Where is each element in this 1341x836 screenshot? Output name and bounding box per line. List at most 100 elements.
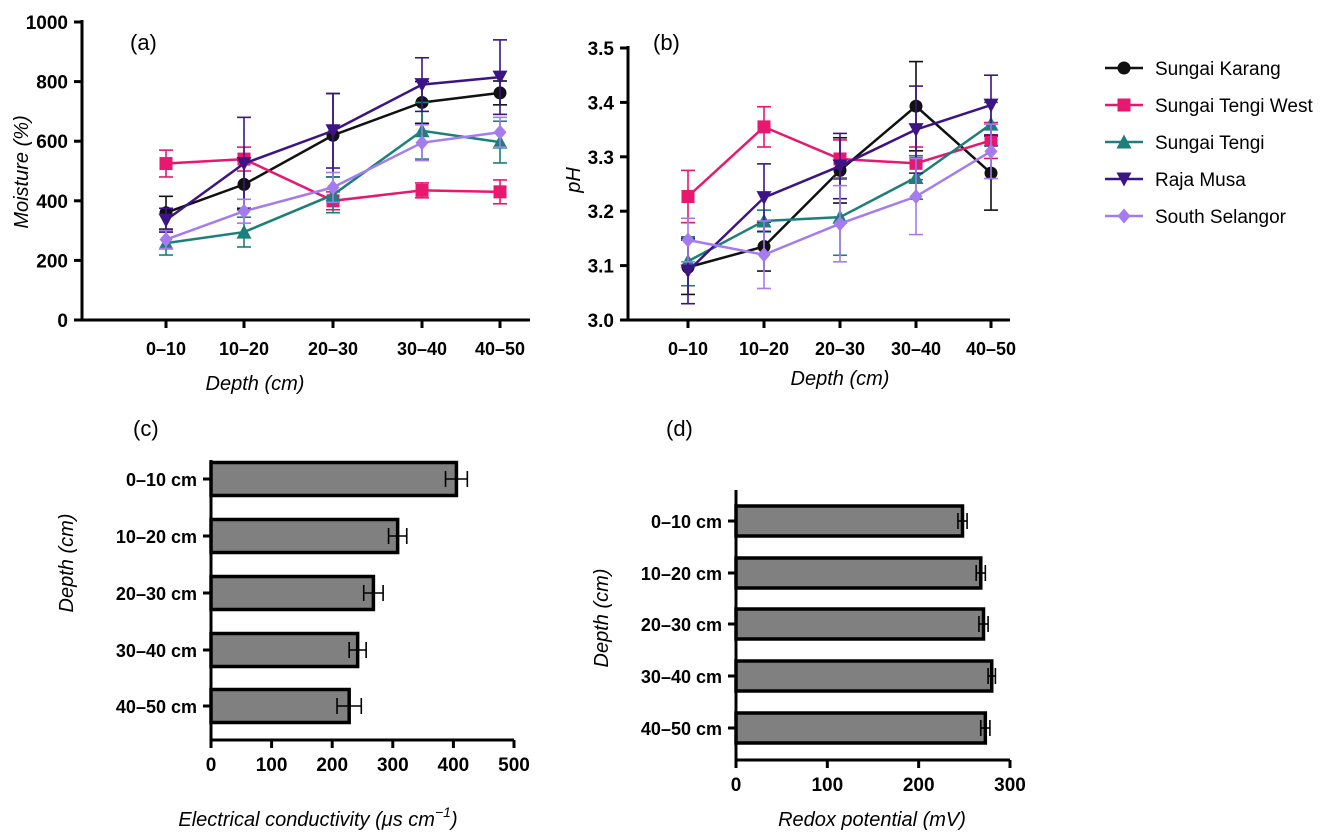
y-tick-label: 3.5 bbox=[588, 39, 615, 60]
y-tick-label: 0–10 cm bbox=[126, 470, 197, 490]
axis-title-x-c-unit: s cm bbox=[393, 809, 435, 831]
data-point bbox=[493, 185, 507, 199]
bar bbox=[734, 659, 994, 693]
panel-label-c: (c) bbox=[133, 416, 159, 441]
x-tick-label: 100 bbox=[811, 775, 843, 796]
data-point bbox=[237, 203, 251, 219]
legend-label: Sungai Karang bbox=[1155, 59, 1281, 80]
y-tick-label: 20–30 cm bbox=[116, 584, 197, 604]
bar bbox=[734, 556, 983, 590]
data-point bbox=[158, 213, 174, 228]
legend-marker bbox=[1116, 134, 1132, 149]
y-tick-label: 20–30 cm bbox=[641, 615, 722, 635]
y-tick-label: 3.1 bbox=[588, 257, 615, 278]
x-tick-label: 10–20 bbox=[219, 339, 269, 359]
axis-title-y-d: Depth (cm) bbox=[591, 569, 613, 668]
data-point bbox=[908, 123, 924, 138]
x-tick-label: 300 bbox=[377, 755, 409, 776]
data-point bbox=[415, 183, 429, 197]
y-tick-label: 10–20 cm bbox=[116, 527, 197, 547]
data-point bbox=[493, 124, 507, 140]
data-point bbox=[236, 224, 252, 239]
legend-item-south-selangor: South Selangor bbox=[1105, 207, 1287, 228]
x-tick-label: 0–10 bbox=[668, 339, 708, 359]
x-tick-label: 0–10 bbox=[146, 339, 186, 359]
legend-label: Sungai Tengi West bbox=[1155, 96, 1313, 117]
y-tick-label: 10–20 cm bbox=[641, 564, 722, 584]
y-tick-label: 40–50 cm bbox=[116, 697, 197, 717]
bar bbox=[209, 687, 351, 725]
data-point bbox=[757, 120, 771, 134]
bar bbox=[734, 711, 988, 745]
y-tick-label: 3.0 bbox=[588, 311, 614, 332]
axis-title-x-c: Electrical conductivity (μs cm−1) bbox=[178, 804, 457, 831]
legend-item-raja-musa: Raja Musa bbox=[1105, 170, 1246, 191]
data-point bbox=[757, 247, 771, 263]
axis-title-y-a: Moisture (%) bbox=[11, 115, 33, 228]
axis-title-x-a: Depth (cm) bbox=[206, 373, 305, 395]
y-tick-label: 3.2 bbox=[588, 202, 614, 223]
data-point bbox=[492, 70, 508, 85]
chart-c: 0 100 200 300 400 500 0–10 cm 10–20 cm 20–30 cm 3… bbox=[116, 460, 530, 776]
data-point bbox=[681, 190, 695, 204]
x-tick-label: 500 bbox=[498, 755, 530, 776]
x-tick-label: 40–50 bbox=[966, 339, 1016, 359]
data-point bbox=[414, 78, 430, 93]
chart-d: 0 100 200 300 0–10 cm 10–20 cm 20–30 cm 30–40 c… bbox=[641, 490, 1026, 796]
data-point bbox=[680, 264, 696, 279]
y-tick-label: 600 bbox=[36, 132, 68, 153]
y-tick-label: 40–50 cm bbox=[641, 719, 722, 739]
x-tick-label: 0 bbox=[731, 775, 742, 796]
bar bbox=[209, 460, 459, 498]
bar bbox=[209, 517, 400, 555]
y-tick-label: 1000 bbox=[26, 13, 68, 34]
legend-item-sungai-karang: Sungai Karang bbox=[1105, 59, 1281, 80]
axis-title-x-d: Redox potential (mV) bbox=[778, 809, 966, 831]
bar bbox=[209, 574, 376, 612]
x-tick-label: 200 bbox=[316, 755, 348, 776]
legend-marker bbox=[1117, 98, 1131, 112]
axis-title-y-c: Depth (cm) bbox=[56, 514, 78, 613]
axis-title-x-b: Depth (cm) bbox=[791, 368, 890, 390]
data-point bbox=[681, 232, 695, 248]
x-tick-label: 30–40 bbox=[397, 339, 447, 359]
series-south-selangor bbox=[159, 116, 507, 250]
legend-label: Sungai Tengi bbox=[1155, 133, 1265, 154]
axis-title-y-b: pH bbox=[563, 167, 585, 194]
y-tick-label: 0–10 cm bbox=[651, 512, 722, 532]
axis-title-x-c-mu: μ bbox=[381, 809, 393, 831]
y-tick-label: 800 bbox=[36, 73, 68, 94]
y-tick-label: 200 bbox=[36, 251, 68, 272]
data-point bbox=[159, 232, 173, 248]
y-tick-label: 0 bbox=[57, 311, 68, 332]
y-tick-label: 3.3 bbox=[588, 148, 614, 169]
y-tick-label: 30–40 cm bbox=[116, 641, 197, 661]
legend-label: Raja Musa bbox=[1155, 170, 1246, 191]
axis-title-x-c-close: ) bbox=[449, 809, 458, 831]
data-point bbox=[236, 157, 252, 172]
x-tick-label: 400 bbox=[438, 755, 470, 776]
data-point bbox=[909, 189, 923, 205]
data-point bbox=[984, 143, 998, 159]
x-tick-label: 20–30 bbox=[308, 339, 358, 359]
data-point bbox=[833, 216, 847, 232]
x-tick-label: 40–50 bbox=[475, 339, 525, 359]
x-tick-label: 0 bbox=[206, 755, 217, 776]
axis-title-x-c-sup: −1 bbox=[435, 804, 451, 820]
chart-b: 3.0 3.1 3.2 3.3 3.4 3.5 0–10 10–20 20–30 30–40 40–… bbox=[588, 39, 1016, 359]
series-raja-musa bbox=[158, 39, 508, 233]
x-tick-label: 10–20 bbox=[739, 339, 789, 359]
series-south-selangor bbox=[681, 123, 998, 290]
legend-item-sungai-tengi: Sungai Tengi bbox=[1105, 133, 1265, 154]
axis-title-x-c-main: Electrical conductivity ( bbox=[178, 809, 384, 831]
bar bbox=[734, 504, 965, 538]
legend: Sungai Karang Sungai Tengi West Sungai Ten… bbox=[1105, 59, 1313, 228]
data-point bbox=[756, 191, 772, 206]
x-tick-label: 20–30 bbox=[815, 339, 865, 359]
panel-label-b: (b) bbox=[653, 30, 680, 55]
data-point bbox=[415, 135, 429, 151]
bar bbox=[734, 607, 986, 641]
data-point bbox=[325, 124, 341, 139]
legend-marker bbox=[1117, 208, 1131, 224]
